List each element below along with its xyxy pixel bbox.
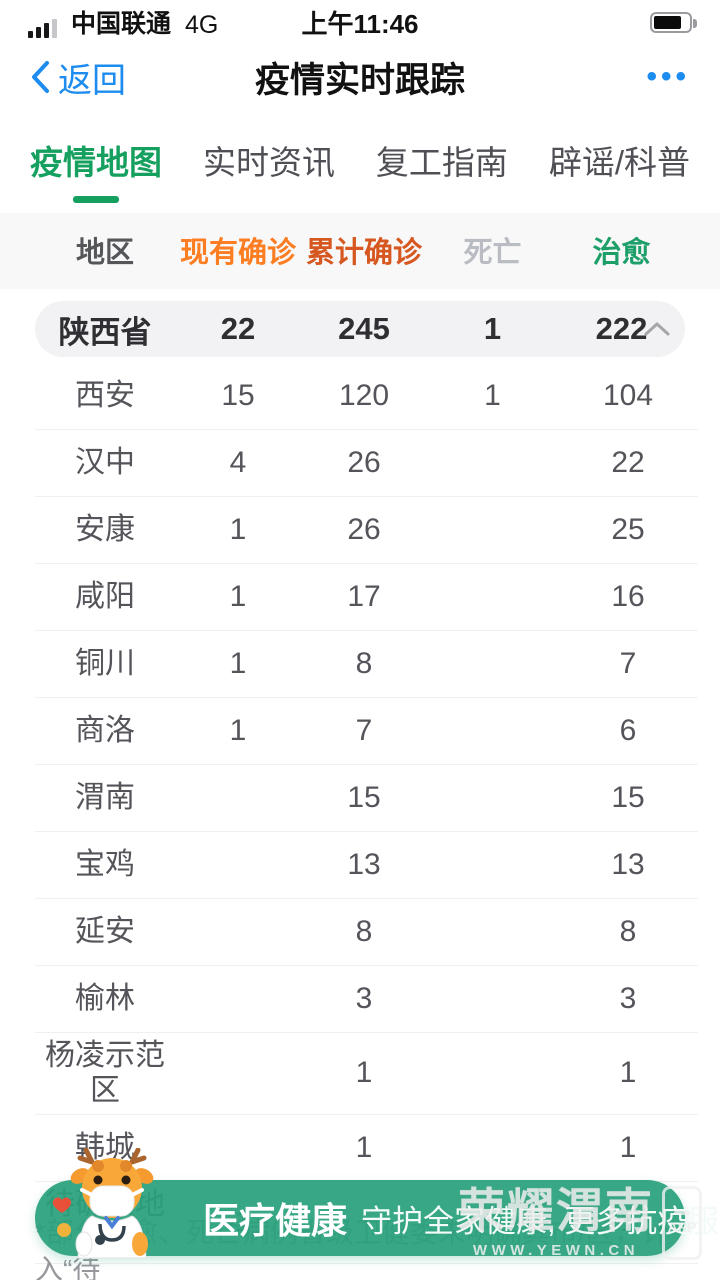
cured-cell: 13 bbox=[611, 847, 645, 881]
total-cell: 26 bbox=[347, 512, 381, 546]
current-cell: 4 bbox=[229, 445, 247, 479]
table-row: 延安 8 8 bbox=[35, 899, 698, 966]
cured-cell: 25 bbox=[611, 512, 645, 546]
medical-health-banner[interactable]: 医疗健康 守护全家健康, 更多抗疫服务 › bbox=[35, 1180, 720, 1256]
tab-label: 复工指南 bbox=[375, 144, 508, 181]
total-cell: 13 bbox=[347, 847, 381, 881]
region-cell: 汉中 bbox=[75, 445, 135, 479]
back-button[interactable]: 返回 bbox=[30, 53, 126, 102]
tab-label: 实时资讯 bbox=[202, 144, 335, 181]
tab-rumor-science[interactable]: 辟谣/科普 bbox=[549, 136, 690, 203]
table-row: 韩城 1 1 bbox=[35, 1115, 698, 1182]
table-row: 安康 1 26 25 bbox=[35, 497, 698, 564]
table-rows: 西安 15 120 1 104 汉中 4 26 22 安康 1 26 25 咸阳… bbox=[35, 363, 698, 1264]
tab-label: 辟谣/科普 bbox=[548, 144, 690, 181]
current-cell: 1 bbox=[229, 646, 247, 680]
cured-cell: 16 bbox=[611, 579, 645, 613]
table-row: 咸阳 1 17 16 bbox=[35, 564, 698, 631]
header-total-confirmed: 累计确诊 bbox=[305, 237, 422, 269]
collapse-chevron-icon[interactable] bbox=[643, 321, 671, 337]
province-deaths: 1 bbox=[483, 311, 502, 346]
cured-cell: 3 bbox=[619, 981, 637, 1015]
table-row: 铜川 1 8 7 bbox=[35, 631, 698, 698]
table-row: 渭南 15 15 bbox=[35, 765, 698, 832]
total-cell: 8 bbox=[355, 914, 373, 948]
total-cell: 120 bbox=[338, 378, 390, 412]
table-row: 商洛 1 7 6 bbox=[35, 698, 698, 765]
network-type-label: 4G bbox=[185, 11, 219, 39]
region-cell: 安康 bbox=[75, 512, 135, 546]
region-cell: 榆林 bbox=[75, 981, 135, 1015]
table-row: 杨凌示范区 1 1 bbox=[35, 1033, 698, 1115]
tab-epidemic-map[interactable]: 疫情地图 bbox=[30, 136, 162, 203]
carrier-label: 中国联通 bbox=[71, 10, 172, 38]
region-cell: 渭南 bbox=[75, 780, 135, 814]
tab-bar: 疫情地图 实时资讯 复工指南 辟谣/科普 bbox=[0, 110, 720, 203]
table-header: 地区 现有确诊 累计确诊 死亡 治愈 bbox=[0, 213, 720, 289]
signal-strength-icon bbox=[28, 19, 57, 40]
province-current: 22 bbox=[220, 311, 256, 346]
cured-cell: 6 bbox=[619, 713, 637, 747]
cured-cell: 1 bbox=[619, 1056, 637, 1090]
cured-cell: 7 bbox=[619, 646, 637, 680]
current-cell: 1 bbox=[229, 579, 247, 613]
back-chevron-icon bbox=[32, 61, 49, 93]
region-cell: 韩城 bbox=[75, 1130, 135, 1164]
region-cell: 西安 bbox=[75, 378, 135, 412]
total-cell: 7 bbox=[355, 713, 373, 747]
total-cell: 1 bbox=[355, 1056, 373, 1090]
header-current-confirmed: 现有确诊 bbox=[179, 237, 296, 269]
current-cell: 1 bbox=[229, 713, 247, 747]
page-title: 疫情实时跟踪 bbox=[254, 60, 465, 100]
region-cell: 铜川 bbox=[75, 646, 135, 680]
current-cell: 1 bbox=[229, 512, 247, 546]
total-cell: 3 bbox=[355, 981, 373, 1015]
total-cell: 17 bbox=[347, 579, 381, 613]
total-cell: 26 bbox=[347, 445, 381, 479]
province-region: 陕西省 bbox=[58, 314, 152, 350]
region-cell: 宝鸡 bbox=[75, 847, 135, 881]
cured-cell: 104 bbox=[602, 378, 654, 412]
tab-realtime-news[interactable]: 实时资讯 bbox=[203, 136, 335, 203]
cured-cell: 1 bbox=[619, 1130, 637, 1164]
region-cell: 延安 bbox=[75, 914, 135, 948]
deaths-cell: 1 bbox=[484, 378, 501, 412]
status-bar: 中国联通 4G 上午11:46 bbox=[0, 0, 720, 44]
active-tab-underline bbox=[73, 196, 119, 203]
cured-cell: 15 bbox=[611, 780, 645, 814]
header-cured: 治愈 bbox=[592, 237, 651, 269]
banner-title: 医疗健康 bbox=[203, 1200, 348, 1241]
nav-bar: 返回 疫情实时跟踪 ••• bbox=[0, 44, 720, 110]
region-cell: 杨凌示范区 bbox=[45, 1039, 165, 1107]
current-cell: 15 bbox=[221, 378, 255, 412]
province-cured: 222 bbox=[595, 311, 648, 346]
province-total: 245 bbox=[338, 311, 390, 346]
cured-cell: 8 bbox=[619, 914, 637, 948]
banner-subtitle: 守护全家健康, 更多抗疫服务 bbox=[361, 1203, 720, 1239]
total-cell: 8 bbox=[355, 646, 373, 680]
region-cell: 咸阳 bbox=[75, 579, 135, 613]
battery-icon bbox=[650, 11, 697, 33]
tab-label: 疫情地图 bbox=[30, 144, 162, 181]
more-button[interactable]: ••• bbox=[646, 60, 690, 93]
total-cell: 15 bbox=[347, 780, 381, 814]
tab-back-to-work-guide[interactable]: 复工指南 bbox=[376, 136, 508, 203]
header-region: 地区 bbox=[75, 237, 134, 269]
region-cell: 商洛 bbox=[75, 713, 135, 747]
cured-cell: 22 bbox=[611, 445, 645, 479]
table-row: 西安 15 120 1 104 bbox=[35, 363, 698, 430]
back-label: 返回 bbox=[58, 61, 126, 100]
table-row: 榆林 3 3 bbox=[35, 966, 698, 1033]
table-row: 宝鸡 13 13 bbox=[35, 832, 698, 899]
total-cell: 1 bbox=[355, 1130, 373, 1164]
province-summary-row[interactable]: 陕西省 22 245 1 222 bbox=[35, 301, 685, 357]
header-deaths: 死亡 bbox=[463, 237, 522, 269]
table-row: 汉中 4 26 22 bbox=[35, 430, 698, 497]
